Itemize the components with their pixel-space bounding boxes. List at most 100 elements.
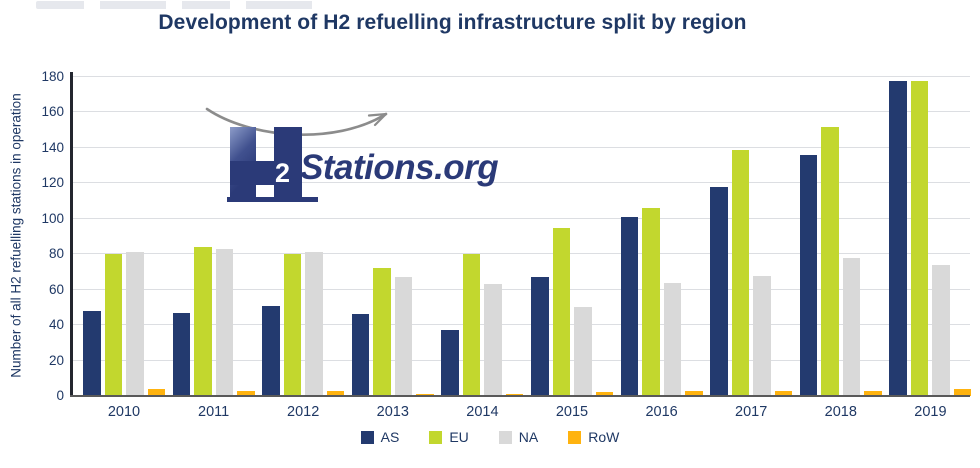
bar-na-2015 — [574, 307, 592, 396]
x-tick-label-2015: 2015 — [555, 404, 589, 420]
y-tick-label-180: 180 — [41, 69, 64, 84]
bar-row-2018 — [864, 390, 882, 396]
gridline-80 — [73, 253, 970, 255]
gridline-60 — [73, 288, 970, 290]
legend-swatch-row — [568, 430, 582, 444]
x-tick-label-2010: 2010 — [107, 404, 141, 420]
bar-row-2019 — [953, 388, 972, 396]
legend-label-eu: EU — [449, 429, 469, 445]
y-tick-label-20: 20 — [48, 352, 64, 368]
bar-as-2010 — [83, 310, 101, 396]
x-axis-baseline — [70, 395, 970, 397]
bar-as-2014 — [441, 330, 459, 396]
logo-text: Stations.org — [300, 148, 499, 187]
bar-eu-2010 — [104, 254, 122, 396]
bar-as-2017 — [710, 186, 728, 396]
logo-h-mark: 2 — [222, 127, 318, 202]
x-tick-label-2019: 2019 — [914, 404, 947, 420]
legend-label-as: AS — [380, 429, 400, 445]
bar-group-2010 — [83, 77, 165, 396]
bar-eu-2013 — [373, 268, 391, 396]
legend-item-row: RoW — [568, 429, 619, 445]
legend-label-row: RoW — [588, 429, 620, 445]
x-tick-label-2016: 2016 — [645, 404, 678, 420]
bar-group-2017 — [710, 77, 793, 396]
bar-row-2016 — [685, 390, 703, 396]
bar-eu-2019 — [910, 80, 929, 396]
bar-row-2015 — [595, 392, 613, 396]
bar-eu-2015 — [552, 227, 570, 396]
bar-as-2013 — [351, 314, 370, 396]
gridline-40 — [73, 324, 970, 326]
bar-eu-2016 — [642, 208, 660, 396]
gridline-160 — [73, 111, 970, 113]
bar-as-2018 — [799, 154, 818, 396]
bar-row-2017 — [774, 390, 793, 396]
y-tick-label-140: 140 — [41, 139, 64, 155]
chart-title: Development of H2 refuelling infrastruct… — [158, 11, 747, 34]
bar-group-2019 — [889, 77, 972, 396]
bar-row-2012 — [326, 390, 345, 396]
x-tick-label-2011: 2011 — [198, 404, 230, 420]
gridline-140 — [73, 146, 970, 148]
x-tick-label-2013: 2013 — [376, 404, 409, 420]
bar-na-2018 — [842, 257, 861, 396]
y-tick-label-160: 160 — [41, 104, 64, 120]
gridline-120 — [73, 182, 970, 184]
legend-item-eu: EU — [429, 429, 469, 445]
legend-item-na: NA — [498, 429, 539, 445]
bar-eu-2018 — [821, 126, 839, 396]
bar-na-2017 — [753, 275, 771, 396]
legend-swatch-eu — [429, 430, 443, 444]
legend: AS EU NA RoW — [0, 429, 980, 445]
gridline-100 — [73, 217, 970, 219]
bar-row-2010 — [147, 388, 165, 396]
bar-row-2011 — [237, 390, 255, 396]
x-tick-label-2017: 2017 — [735, 404, 768, 420]
h2stations-logo: 2 Stations.org — [200, 92, 520, 214]
gridline-20 — [73, 359, 970, 361]
faint-header-smudge — [36, 1, 316, 9]
bar-na-2019 — [932, 264, 950, 396]
bar-as-2011 — [172, 312, 191, 396]
bar-na-2013 — [394, 277, 413, 396]
x-tick-label-2018: 2018 — [824, 404, 857, 420]
x-tick-label-2014: 2014 — [466, 404, 499, 420]
x-tick-label-2012: 2012 — [287, 404, 320, 420]
logo-underline — [227, 197, 318, 202]
bar-na-2011 — [215, 248, 234, 396]
bar-group-2014 — [441, 77, 524, 396]
bar-as-2019 — [889, 80, 907, 396]
y-tick-label-100: 100 — [41, 210, 64, 226]
logo-subscript: 2 — [275, 158, 291, 188]
bar-eu-2014 — [462, 254, 481, 396]
bar-group-2012 — [262, 77, 345, 396]
y-tick-label-60: 60 — [48, 281, 64, 297]
y-axis-line — [70, 72, 73, 397]
legend-swatch-as — [360, 430, 374, 444]
bar-as-2016 — [620, 217, 639, 396]
y-tick-label-0: 0 — [56, 388, 64, 403]
bar-group-2015 — [531, 77, 613, 396]
bar-as-2015 — [531, 277, 549, 396]
bar-group-2016 — [620, 77, 703, 396]
bar-eu-2012 — [283, 254, 302, 396]
y-tick-label-80: 80 — [48, 246, 64, 262]
legend-swatch-na — [498, 430, 512, 444]
bar-group-2011 — [172, 77, 255, 396]
bar-na-2014 — [484, 284, 502, 396]
legend-item-as: AS — [360, 429, 400, 445]
bar-group-2018 — [799, 77, 882, 396]
bar-na-2016 — [663, 282, 682, 396]
legend-label-na: NA — [518, 429, 539, 445]
bar-na-2010 — [126, 252, 144, 396]
gridline-180 — [73, 76, 970, 77]
bar-as-2012 — [262, 305, 280, 396]
bar-eu-2017 — [731, 149, 750, 396]
logo-h-right-stem — [274, 127, 302, 199]
bar-na-2012 — [305, 252, 323, 396]
plot-area — [70, 72, 972, 397]
y-tick-label-120: 120 — [41, 175, 64, 191]
bar-eu-2011 — [194, 247, 212, 396]
y-tick-label-40: 40 — [48, 317, 64, 333]
